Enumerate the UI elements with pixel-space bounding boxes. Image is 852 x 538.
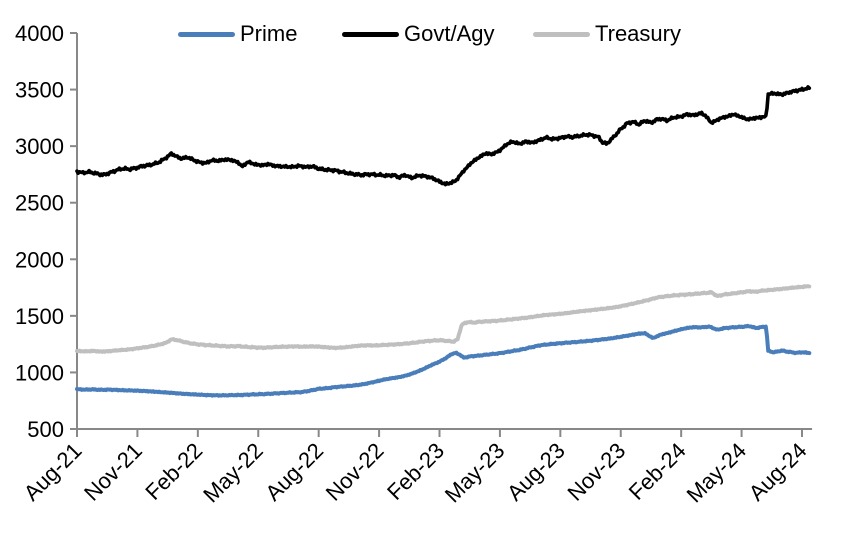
y-tick-label: 500: [27, 417, 64, 442]
y-tick-label: 4000: [15, 21, 64, 46]
y-tick-label: 3000: [15, 134, 64, 159]
x-tick-label: Feb-23: [382, 438, 449, 505]
x-tick-label: Aug-24: [744, 438, 812, 506]
x-tick-label: Nov-21: [79, 438, 147, 506]
series-line-prime: [75, 323, 812, 398]
x-tick-label: May-22: [198, 438, 268, 508]
series-line-govt-agy: [75, 85, 812, 187]
y-tick-label: 1500: [15, 304, 64, 329]
x-tick-label: Aug-23: [502, 438, 570, 506]
x-tick-label: Nov-22: [321, 438, 389, 506]
y-tick-label: 1000: [15, 360, 64, 385]
x-tick-label: Nov-23: [562, 438, 630, 506]
x-tick-label: Aug-22: [260, 438, 328, 506]
x-tick-label: May-23: [440, 438, 510, 508]
y-tick-label: 2500: [15, 191, 64, 216]
y-tick-label: 2000: [15, 247, 64, 272]
y-tick-label: 3500: [15, 78, 64, 103]
x-tick-label: Feb-22: [140, 438, 207, 505]
series-line-treasury: [75, 284, 812, 354]
x-tick-label: Feb-24: [624, 438, 691, 505]
x-tick-label: Aug-21: [19, 438, 87, 506]
x-tick-label: May-24: [682, 438, 752, 508]
